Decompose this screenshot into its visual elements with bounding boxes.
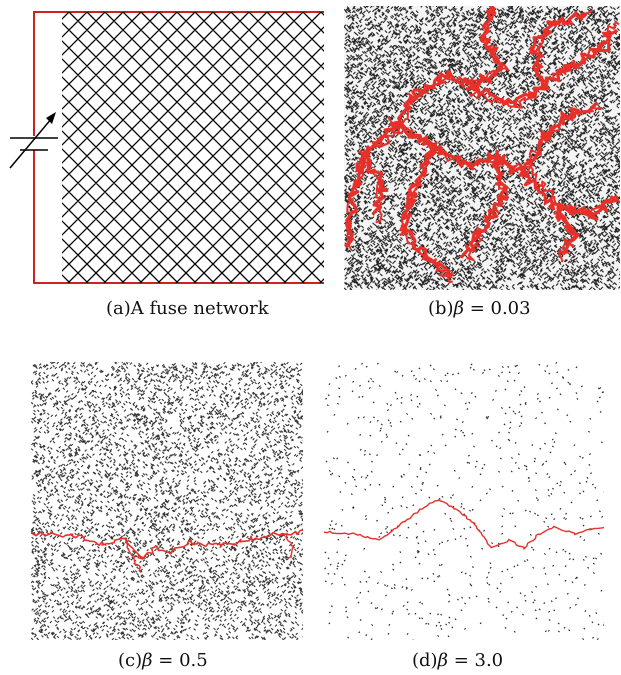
crack-d [324,499,604,550]
crack-cluster-b [468,20,620,109]
crack-pattern-c [31,362,303,640]
panel-d [324,362,604,640]
crack-cluster-b [399,140,454,284]
caption-c-symbol: β [142,650,153,671]
crack-c [31,529,303,560]
crack-pattern-d [324,362,604,640]
damage-network-d [324,362,604,640]
crack-cluster-b [466,160,509,262]
fuse-mesh [62,12,324,283]
panel-c [31,362,303,640]
crack-cluster-b [555,204,579,255]
variable-arrow [9,117,53,169]
crack-pattern-b [344,6,620,290]
variable-arrow-head [46,112,56,124]
caption-b-prefix: (b) [428,298,454,319]
crack-cluster-b [521,106,602,176]
crack-cluster-b [358,157,386,224]
caption-b: (b)β = 0.03 [428,298,531,319]
crack-cluster-b [344,6,504,249]
caption-d-value: = 3.0 [447,650,504,671]
circuit-wire-bottom [33,150,324,284]
panel-b [344,6,620,290]
caption-c-prefix: (c) [118,650,143,671]
caption-b-symbol: β [453,298,464,319]
crack-cluster-b [553,212,580,263]
crack-cluster-b [535,9,593,83]
damage-network-c [31,362,303,640]
caption-b-value: = 0.03 [463,298,531,319]
crack-cluster-b [344,6,510,250]
circuit-wire [33,11,324,136]
crack-c-branch [285,532,295,559]
panel-a [0,0,330,290]
caption-c: (c)β = 0.5 [118,650,208,671]
crack-c-branch [125,538,142,574]
caption-d-prefix: (d) [412,650,438,671]
fuse-network-diagram [9,11,324,284]
caption-d-symbol: β [437,650,448,671]
crack-cluster-b [386,116,620,216]
caption-c-value: = 0.5 [152,650,208,671]
caption-d: (d)β = 3.0 [412,650,503,671]
caption-a: (a)A fuse network [106,298,269,319]
caption-a-text: (a)A fuse network [106,298,269,319]
